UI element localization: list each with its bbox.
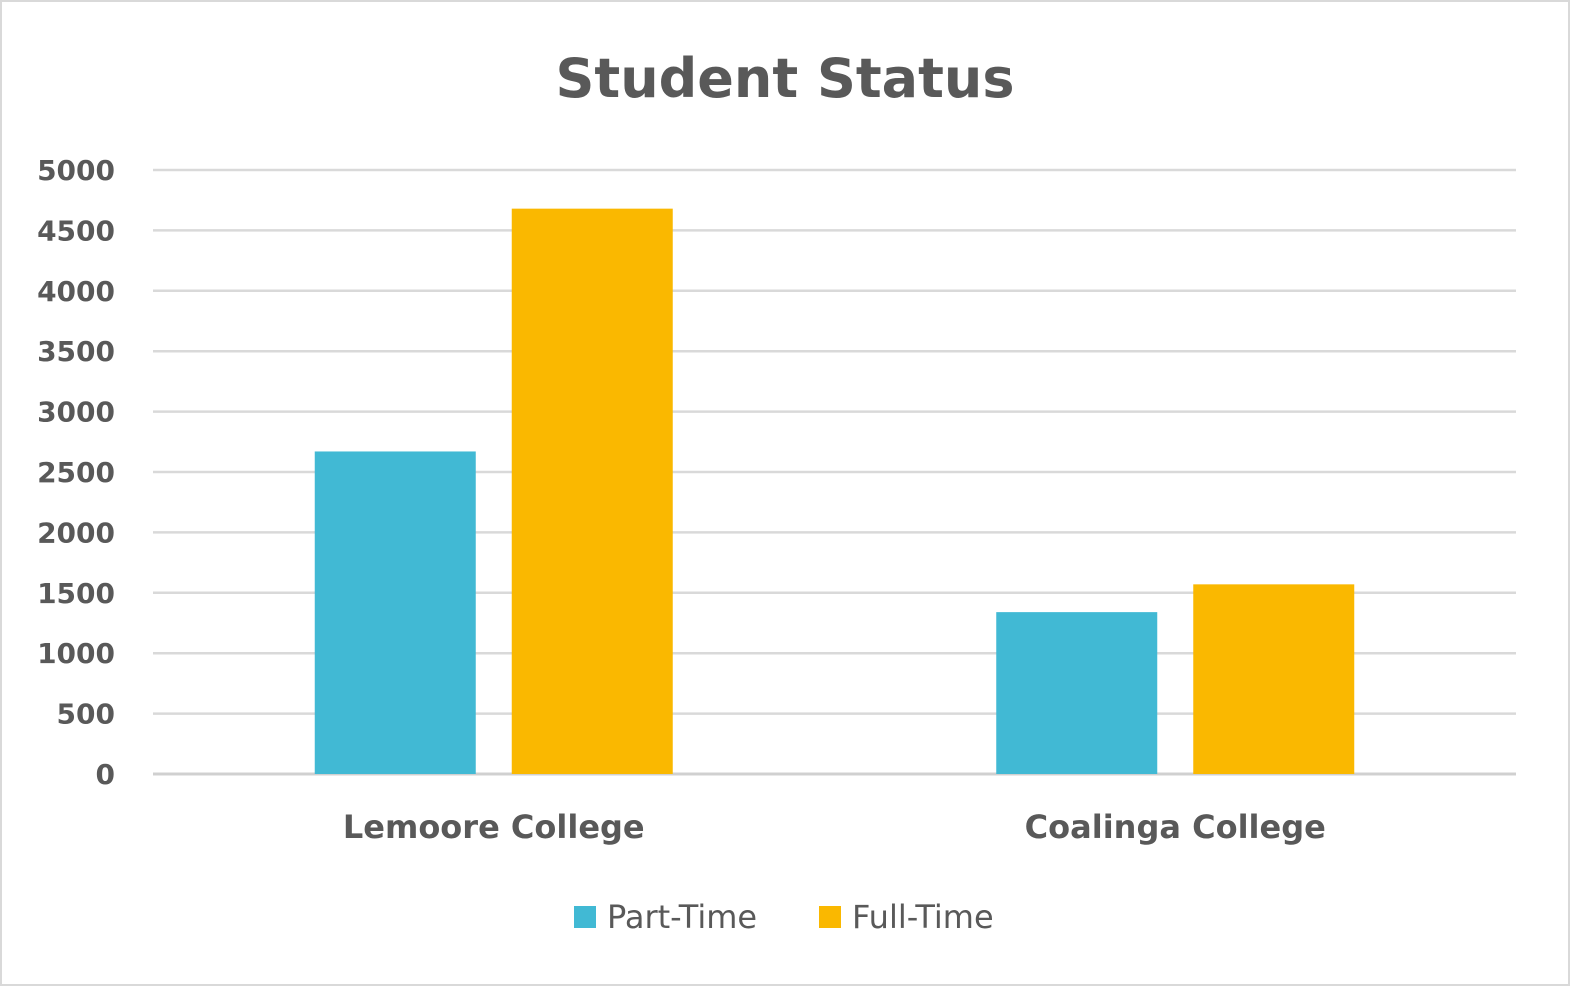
x-category-label-0: Lemoore College — [343, 808, 645, 846]
y-tick-label-500: 500 — [57, 698, 115, 731]
legend-swatch-full-time — [819, 906, 841, 928]
legend-label-part-time: Part-Time — [607, 898, 757, 936]
y-tick-label-3000: 3000 — [37, 396, 115, 429]
legend-label-full-time: Full-Time — [852, 898, 994, 936]
y-tick-label-5000: 5000 — [37, 154, 115, 187]
y-tick-label-1500: 1500 — [37, 577, 115, 610]
y-tick-label-2500: 2500 — [37, 456, 115, 489]
y-tick-label-4500: 4500 — [37, 214, 115, 247]
chart-title: Student Status — [555, 47, 1014, 110]
y-tick-label-2000: 2000 — [37, 516, 115, 549]
x-category-label-1: Coalinga College — [1025, 808, 1326, 846]
bar-part-time-0 — [314, 451, 476, 774]
y-tick-label-4000: 4000 — [37, 275, 115, 308]
y-tick-label-1000: 1000 — [37, 637, 115, 670]
bars — [314, 208, 1355, 774]
x-axis-labels: Lemoore College Coalinga College — [343, 808, 1326, 846]
legend-swatch-part-time — [574, 906, 596, 928]
bar-full-time-1 — [1193, 584, 1355, 774]
bar-full-time-0 — [511, 208, 673, 774]
y-tick-label-3500: 3500 — [37, 335, 115, 368]
legend: Part-Time Full-Time — [574, 898, 994, 936]
y-tick-label-0: 0 — [96, 758, 115, 791]
bar-part-time-1 — [996, 612, 1158, 774]
y-axis-ticks: 0 500 1000 1500 2000 2500 3000 3500 4000 4500 5000 — [37, 154, 115, 791]
